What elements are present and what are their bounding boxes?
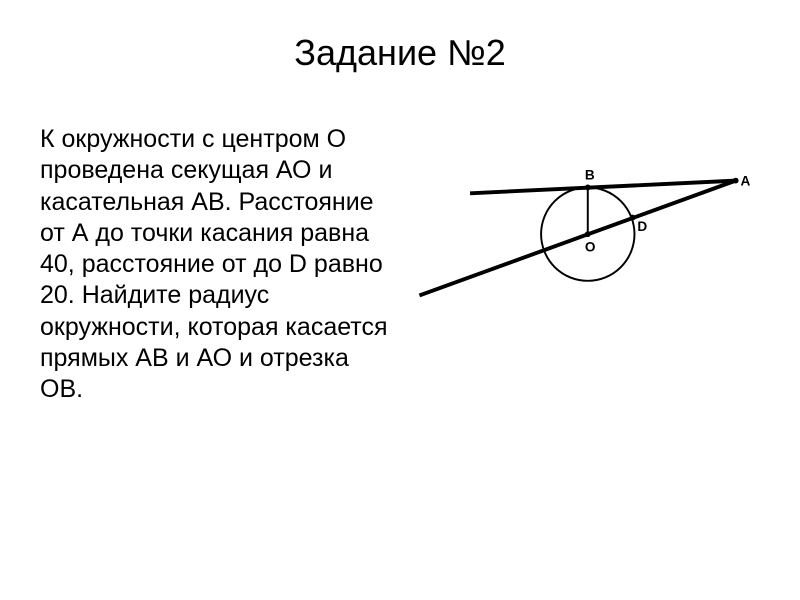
label-A: A [741,173,751,188]
point-B [585,185,591,191]
point-O [585,231,591,237]
problem-text: К окружности с центром О проведена секущ… [40,94,390,405]
point-A [733,178,739,184]
tangent-line-AB [470,181,736,194]
content-row: К окружности с центром О проведена секущ… [0,94,800,405]
page-title: Задание №2 [0,0,800,94]
label-D: D [637,219,647,234]
geometry-diagram: O B A D [400,94,760,374]
label-B: B [585,168,595,183]
label-O: O [585,240,596,255]
point-D [630,215,636,221]
secant-line-AO [419,181,735,296]
diagram-svg: O B A D [400,99,760,379]
